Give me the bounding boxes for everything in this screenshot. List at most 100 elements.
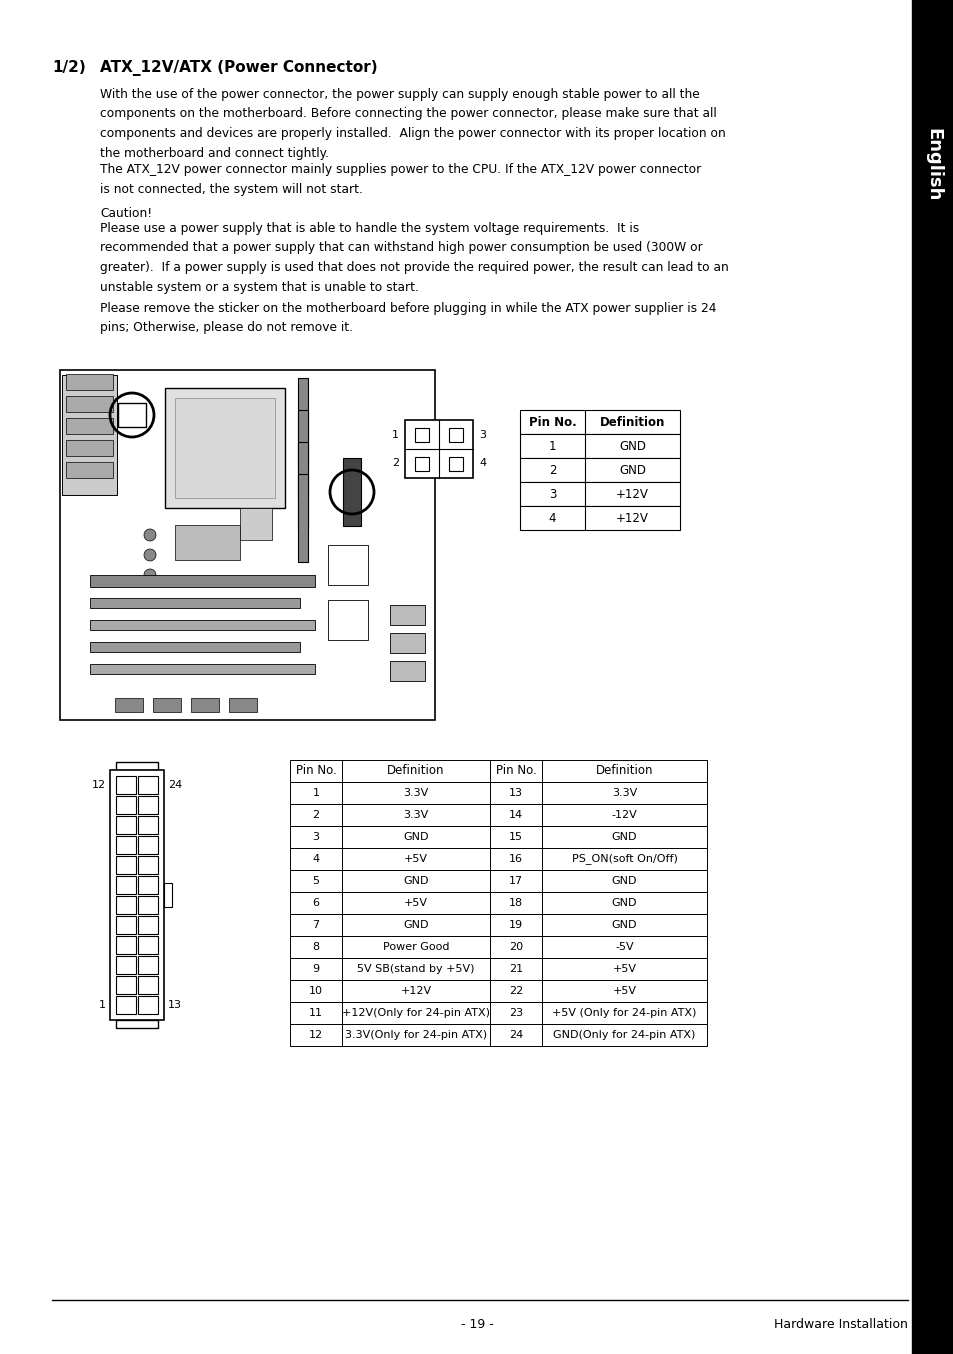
Text: 23: 23 (508, 1007, 522, 1018)
Bar (116, 1020, 158, 1028)
Bar (290, 848, 706, 871)
Bar (390, 634, 424, 653)
Bar (116, 876, 136, 894)
Text: +5V: +5V (612, 986, 636, 997)
Text: GND: GND (611, 919, 637, 930)
Bar (138, 876, 158, 894)
Bar (290, 804, 706, 826)
Bar (519, 506, 679, 529)
Bar (174, 398, 274, 498)
Bar (116, 917, 136, 934)
Text: 3.3V: 3.3V (403, 810, 428, 821)
Bar (116, 936, 136, 955)
Bar (415, 456, 429, 470)
Text: 11: 11 (309, 1007, 323, 1018)
Bar (290, 892, 706, 914)
Text: -5V: -5V (615, 942, 633, 952)
Text: 24: 24 (508, 1030, 522, 1040)
Bar (110, 770, 164, 1020)
Text: Pin No.: Pin No. (528, 416, 576, 428)
Bar (138, 796, 158, 814)
Bar (297, 410, 308, 498)
Text: Please remove the sticker on the motherboard before plugging in while the ATX po: Please remove the sticker on the motherb… (100, 302, 716, 334)
Text: English: English (923, 129, 941, 202)
Text: PS_ON(soft On/Off): PS_ON(soft On/Off) (571, 853, 677, 864)
Bar (328, 546, 368, 585)
Text: 4: 4 (548, 512, 556, 524)
Bar (290, 783, 706, 804)
Text: 4: 4 (478, 459, 486, 468)
Text: 3: 3 (548, 487, 556, 501)
Text: GND: GND (403, 831, 428, 842)
Text: 7: 7 (313, 919, 319, 930)
Bar (343, 458, 360, 525)
Bar (62, 375, 117, 496)
Bar (290, 826, 706, 848)
Bar (66, 418, 112, 435)
Bar (116, 956, 136, 974)
Bar (116, 976, 136, 994)
Text: 19: 19 (508, 919, 522, 930)
Text: 1: 1 (99, 1001, 106, 1010)
Bar (390, 605, 424, 626)
Text: With the use of the power connector, the power supply can supply enough stable p: With the use of the power connector, the… (100, 88, 725, 160)
Text: 6: 6 (313, 898, 319, 909)
Text: 13: 13 (509, 788, 522, 798)
Bar (165, 389, 285, 508)
Text: 22: 22 (508, 986, 522, 997)
Text: 3.3V(Only for 24-pin ATX): 3.3V(Only for 24-pin ATX) (345, 1030, 487, 1040)
Bar (138, 896, 158, 914)
Bar (290, 760, 706, 783)
Bar (90, 620, 314, 630)
Text: +5V (Only for 24-pin ATX): +5V (Only for 24-pin ATX) (552, 1007, 696, 1018)
Bar (328, 600, 368, 640)
Text: ATX_12V/ATX (Power Connector): ATX_12V/ATX (Power Connector) (100, 60, 377, 76)
Bar (390, 661, 424, 681)
Bar (240, 508, 272, 540)
Text: The ATX_12V power connector mainly supplies power to the CPU. If the ATX_12V pow: The ATX_12V power connector mainly suppl… (100, 162, 700, 195)
Text: 16: 16 (509, 854, 522, 864)
Bar (116, 816, 136, 834)
Bar (90, 575, 314, 588)
Text: 2: 2 (392, 459, 398, 468)
Bar (290, 1024, 706, 1047)
Text: Pin No.: Pin No. (496, 765, 536, 777)
Text: +5V: +5V (403, 854, 428, 864)
Bar (152, 699, 181, 712)
Text: 20: 20 (508, 942, 522, 952)
Bar (297, 441, 308, 529)
Text: GND: GND (618, 440, 645, 452)
Bar (60, 370, 435, 720)
Text: Definition: Definition (387, 765, 444, 777)
Bar (290, 936, 706, 959)
Text: GND: GND (403, 876, 428, 886)
Text: Power Good: Power Good (382, 942, 449, 952)
Text: 10: 10 (309, 986, 323, 997)
Text: Hardware Installation: Hardware Installation (773, 1317, 907, 1331)
Circle shape (144, 548, 156, 561)
Bar (116, 997, 136, 1014)
Bar (290, 914, 706, 936)
Bar (138, 816, 158, 834)
Bar (519, 410, 679, 435)
Text: 3.3V: 3.3V (403, 788, 428, 798)
Bar (138, 936, 158, 955)
Text: 1: 1 (548, 440, 556, 452)
Bar (66, 440, 112, 456)
Bar (174, 525, 240, 561)
Text: 8: 8 (313, 942, 319, 952)
Bar (138, 776, 158, 793)
Bar (66, 395, 112, 412)
Bar (138, 835, 158, 854)
Text: 5: 5 (313, 876, 319, 886)
Text: +12V: +12V (400, 986, 431, 997)
Text: 15: 15 (509, 831, 522, 842)
Bar (66, 374, 112, 390)
Bar (290, 871, 706, 892)
Bar (115, 699, 143, 712)
Bar (138, 956, 158, 974)
Bar (116, 856, 136, 873)
Text: 12: 12 (309, 1030, 323, 1040)
Text: 24: 24 (168, 780, 182, 789)
Bar (90, 642, 299, 653)
